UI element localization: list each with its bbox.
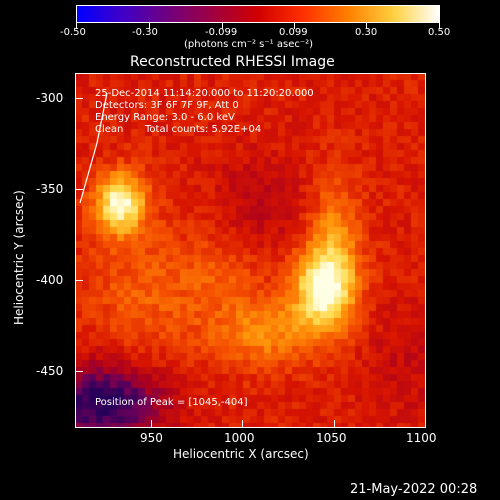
annotation-peak: Position of Peak = [1045,-404]: [95, 397, 248, 408]
y-tick-300: -300: [36, 91, 64, 105]
colorbar-tick-3: 0.099: [279, 27, 308, 38]
x-tick-1100: 1100: [406, 431, 437, 445]
y-tick-450: -450: [36, 364, 64, 378]
y-tick-350: -350: [36, 182, 64, 196]
annotation-time: 25-Dec-2014 11:14:20.000 to 11:20:20.000: [95, 88, 314, 99]
annotation-method: Clean: [95, 124, 124, 135]
colorbar-tick-5: 0.50: [428, 27, 451, 38]
rhessi-image: [75, 73, 426, 428]
colorbar-units: (photons cm⁻² s⁻¹ asec⁻²): [184, 39, 314, 50]
colorbar-tick-0: -0.50: [60, 27, 86, 38]
colorbar-tick-2: -0.099: [205, 27, 238, 38]
image-title: Reconstructed RHESSI Image: [130, 54, 335, 70]
annotation-counts: Total counts: 5.92E+04: [145, 124, 262, 135]
annotation-energy: Energy Range: 3.0 - 6.0 keV: [95, 112, 235, 123]
y-axis-label: Heliocentric Y (arcsec): [12, 190, 26, 325]
colorbar: [76, 5, 440, 23]
x-tick-1000: 1000: [224, 431, 255, 445]
colorbar-tick-1: -0.30: [132, 27, 158, 38]
annotation-detectors: Detectors: 3F 6F 7F 9F, Att 0: [95, 100, 239, 111]
x-axis-label: Heliocentric X (arcsec): [173, 447, 309, 461]
colorbar-tick-4: 0.30: [355, 27, 378, 38]
y-tick-400: -400: [36, 273, 64, 287]
x-tick-1050: 1050: [316, 431, 347, 445]
colorbar-ticks: [76, 23, 440, 29]
footer-date: 21-May-2022 00:28: [350, 482, 478, 497]
x-tick-950: 950: [140, 431, 163, 445]
